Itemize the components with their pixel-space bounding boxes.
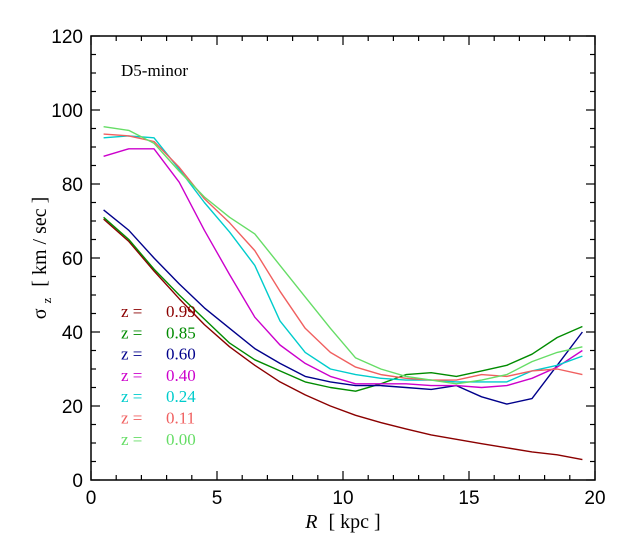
legend-entry: z = 0.24 [121, 387, 196, 406]
legend-value: 0.24 [166, 387, 196, 406]
series-line-z-0.60 [103, 209, 583, 405]
series-line-z-0.99 [103, 218, 583, 461]
x-tick-label: 15 [458, 488, 479, 509]
legend-entry: z = 0.85 [121, 323, 196, 342]
y-axis-label: σ z [ km / sec ] [29, 197, 56, 320]
x-tick-label: 10 [332, 488, 353, 509]
y-tick-label: 40 [62, 323, 83, 344]
y-axis-label-unit: [ km / sec ] [29, 197, 51, 287]
legend-prefix: z = [121, 430, 142, 449]
legend-value: 0.00 [166, 430, 196, 449]
series-line-z-0.40 [103, 148, 583, 389]
y-axis-label-subscript: z [39, 297, 54, 303]
legend-prefix: z = [121, 366, 142, 385]
y-tick-label: 0 [72, 471, 83, 492]
y-tick-label: 100 [51, 101, 83, 122]
chart-annotation: D5-minor [121, 61, 188, 80]
legend-entry: z = 0.40 [121, 366, 196, 385]
legend: z = 0.99 z = 0.85 z = 0.60 z = 0.40 z = 0.24 z = 0.… [121, 302, 196, 449]
x-tick-label: 0 [86, 488, 97, 509]
y-tick-label: 60 [62, 249, 83, 270]
legend-value: 0.40 [166, 366, 196, 385]
legend-entry: z = 0.11 [121, 409, 195, 428]
y-axis-label-symbol: σ [29, 308, 51, 319]
legend-entry: z = 0.00 [121, 430, 196, 449]
legend-value: 0.99 [166, 302, 196, 321]
legend-prefix: z = [121, 387, 142, 406]
y-tick-label: 80 [62, 175, 83, 196]
legend-value: 0.11 [166, 409, 195, 428]
x-axis-label-var: R [304, 511, 317, 533]
legend-entry: z = 0.99 [121, 302, 196, 321]
series-line-z-0.85 [103, 216, 583, 392]
x-tick-label: 20 [584, 488, 605, 509]
x-axis-label-unit: [ kpc ] [329, 511, 381, 533]
series-line-z-0.00 [103, 126, 583, 385]
legend-prefix: z = [121, 302, 142, 321]
x-tick-label: 5 [212, 488, 223, 509]
y-tick-label: 20 [62, 397, 83, 418]
series-layer [103, 126, 583, 461]
legend-prefix: z = [121, 409, 142, 428]
legend-prefix: z = [121, 345, 142, 364]
x-axis-label: R [ kpc ] [304, 511, 380, 533]
plot-frame [90, 35, 596, 481]
legend-value: 0.60 [166, 345, 196, 364]
legend-prefix: z = [121, 323, 142, 342]
ticks-layer: 0 5 10 15 20 0 20 40 60 80 100 120 [51, 27, 605, 509]
legend-entry: z = 0.60 [121, 345, 196, 364]
y-tick-label: 120 [51, 27, 83, 48]
legend-value: 0.85 [166, 323, 196, 342]
